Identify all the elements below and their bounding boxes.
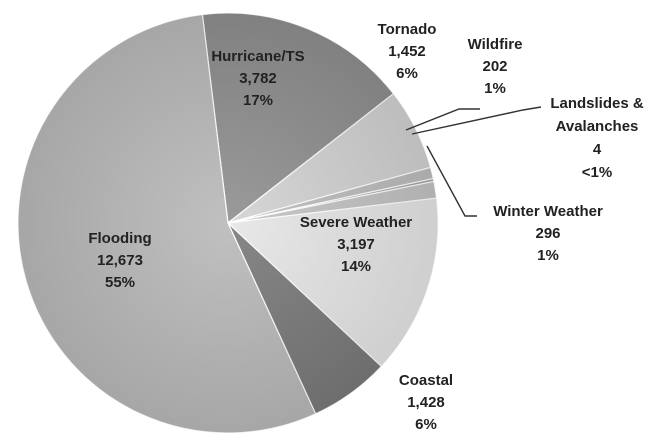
leader-line-winter-weather bbox=[426, 145, 477, 217]
data-label-hurricane-ts: Hurricane/TS 3,782 17% bbox=[211, 48, 304, 109]
data-label-severe-weather: Severe Weather 3,197 14% bbox=[300, 214, 412, 275]
data-label-landslides-avalanches-name: Avalanches bbox=[556, 118, 639, 135]
data-label-coastal: Coastal 1,428 6% bbox=[399, 372, 453, 433]
data-label-winter-weather-name: Winter Weather bbox=[493, 203, 603, 220]
data-label-winter-weather-percent: 1% bbox=[537, 247, 559, 264]
data-label-winter-weather: Winter Weather 296 1% bbox=[493, 203, 603, 264]
leader-line-landslides-avalanches bbox=[411, 106, 542, 135]
data-label-tornado-name: Tornado bbox=[378, 21, 437, 38]
data-label-severe-weather-percent: 14% bbox=[341, 258, 371, 275]
data-label-tornado-percent: 6% bbox=[396, 65, 418, 82]
data-label-coastal-percent: 6% bbox=[415, 416, 437, 433]
data-label-hurricane-ts-percent: 17% bbox=[243, 92, 273, 109]
data-label-flooding-name: Flooding bbox=[88, 230, 151, 247]
data-label-landslides-avalanches-value: 4 bbox=[593, 141, 602, 158]
data-label-tornado: Tornado 1,452 6% bbox=[378, 21, 437, 82]
data-label-wildfire-name: Wildfire bbox=[468, 36, 523, 53]
data-label-hurricane-ts-value: 3,782 bbox=[239, 70, 277, 87]
data-label-coastal-name: Coastal bbox=[399, 372, 453, 389]
data-label-landslides-avalanches: Landslides & Avalanches 4 <1% bbox=[550, 95, 644, 181]
data-label-flooding-value: 12,673 bbox=[97, 252, 143, 269]
data-label-severe-weather-name: Severe Weather bbox=[300, 214, 412, 231]
data-label-landslides-avalanches-name: Landslides & bbox=[550, 95, 644, 112]
data-label-coastal-value: 1,428 bbox=[407, 394, 445, 411]
data-label-wildfire-value: 202 bbox=[482, 58, 507, 75]
data-labels: Hurricane/TS 3,782 17% Tornado 1,452 6% Wildfi… bbox=[88, 21, 643, 433]
data-label-flooding-percent: 55% bbox=[105, 274, 135, 291]
data-label-flooding: Flooding 12,673 55% bbox=[88, 230, 151, 291]
data-label-severe-weather-value: 3,197 bbox=[337, 236, 375, 253]
data-label-landslides-avalanches-percent: <1% bbox=[582, 164, 612, 181]
data-label-wildfire-percent: 1% bbox=[484, 80, 506, 97]
leader-lines bbox=[405, 106, 542, 217]
data-label-wildfire: Wildfire 202 1% bbox=[468, 36, 523, 97]
leader-line-wildfire bbox=[405, 108, 480, 131]
data-label-hurricane-ts-name: Hurricane/TS bbox=[211, 48, 304, 65]
data-label-tornado-value: 1,452 bbox=[388, 43, 426, 60]
data-label-winter-weather-value: 296 bbox=[535, 225, 560, 242]
